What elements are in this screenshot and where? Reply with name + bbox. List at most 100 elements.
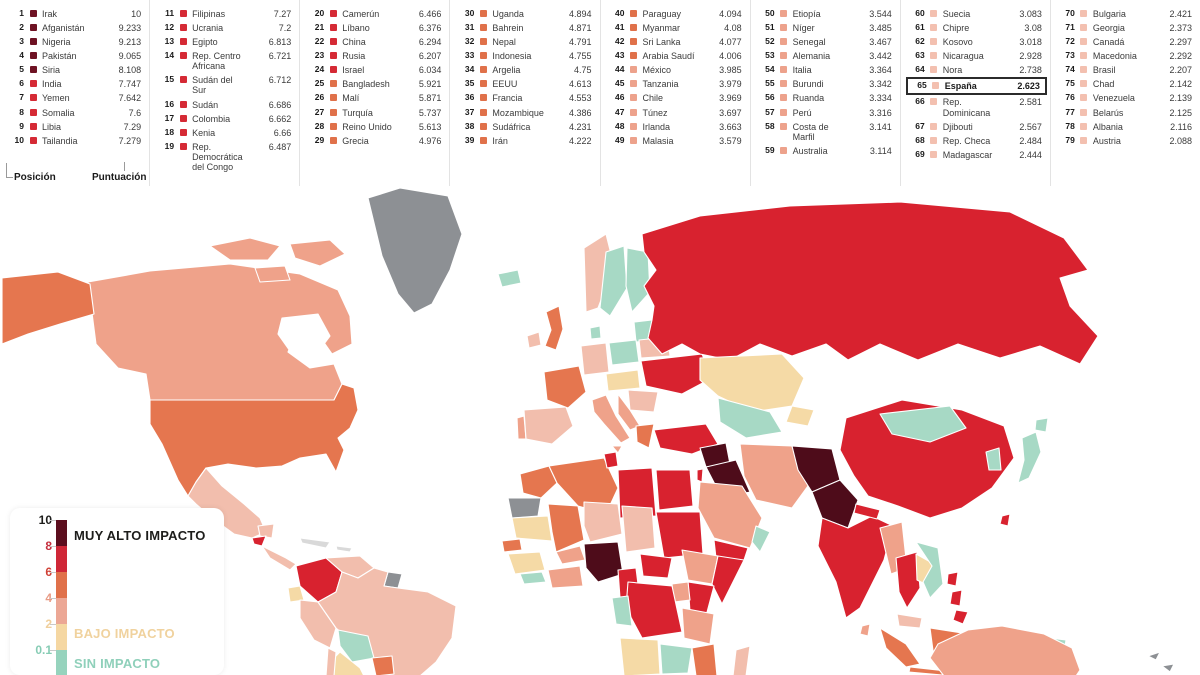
rank-row: 21 Líbano 6.376: [310, 21, 442, 35]
rank-number: 3: [19, 36, 24, 47]
rank-number: 5: [19, 64, 24, 75]
rank-row: 54 Italia 3.364: [761, 63, 892, 77]
rank-row: 79 Austria 2.088: [1061, 134, 1192, 148]
score-value: 4.231: [568, 121, 592, 132]
poland: [608, 339, 640, 366]
country-niger: [583, 501, 623, 543]
rank-number: 36: [464, 92, 475, 103]
rank-number: 39: [464, 134, 475, 145]
score-value: 3.018: [1019, 37, 1042, 48]
country-tanzania: [681, 607, 715, 645]
impact-swatch: [329, 136, 337, 144]
legend-tick-2: 2: [45, 617, 52, 631]
cuba: [299, 537, 331, 549]
score-value: 4.553: [568, 93, 592, 104]
rank-number: 23: [314, 50, 325, 61]
score-value: 4.894: [568, 9, 592, 19]
country-name: Afganistán: [42, 23, 85, 34]
country-name: Sudán del Sur: [192, 75, 233, 96]
score-value: 7.6: [128, 107, 142, 118]
country-srilanka: [859, 623, 871, 637]
country-name: Bulgaria: [1092, 9, 1126, 19]
rank-row: 29 Grecia 4.976: [310, 134, 442, 148]
rank-row: 63 Nicaragua 2.928: [911, 49, 1042, 63]
impact-swatch: [179, 10, 187, 17]
score-value: 3.697: [719, 107, 742, 118]
rank-row: 13 Egipto 6.813: [160, 35, 292, 49]
rank-number: 40: [615, 8, 625, 18]
rank-row: 74 Brasil 2.207: [1061, 63, 1192, 77]
country-madagascar: [732, 645, 751, 675]
rank-row: 46 Chile 3.969: [611, 91, 742, 105]
score-value: 6.686: [268, 99, 292, 110]
country-name: Suecia: [942, 9, 971, 19]
impact-swatch: [329, 94, 337, 102]
country-name: Chile: [642, 93, 664, 104]
impact-swatch: [1080, 122, 1088, 130]
rank-number: 4: [19, 50, 24, 61]
rank-row: 16 Sudán 6.686: [160, 98, 292, 112]
impact-swatch: [780, 10, 788, 17]
country-name: Irlanda: [642, 121, 671, 132]
rank-number: 75: [1065, 78, 1075, 89]
rank-number: 59: [765, 144, 775, 155]
balkans: [617, 393, 641, 431]
rank-row: 48 Irlanda 3.663: [611, 120, 742, 134]
country-name: Canadá: [1092, 37, 1125, 48]
impact-swatch: [29, 80, 37, 88]
rank-number: 44: [615, 64, 625, 75]
rank-number: 45: [615, 78, 625, 89]
country-tunisia: [603, 451, 619, 469]
impact-swatch: [1080, 52, 1088, 60]
impact-swatch: [329, 122, 337, 130]
country-name: Rep. Dominicana: [942, 97, 991, 118]
impact-swatch: [930, 122, 938, 130]
impact-swatch: [930, 66, 938, 74]
country-name: Colombia: [192, 113, 231, 124]
impact-swatch: [479, 52, 487, 60]
impact-swatch: [780, 52, 788, 60]
impact-swatch: [179, 38, 187, 46]
rank-number: 73: [1065, 50, 1075, 61]
score-value: 6.712: [268, 75, 292, 86]
rank-number: 41: [615, 22, 625, 33]
country-name: Bahrein: [492, 23, 524, 34]
impact-swatch: [930, 136, 938, 144]
new-zealand: [1147, 651, 1175, 673]
impact-swatch: [479, 10, 487, 17]
rank-row: 36 Francia 4.553: [460, 91, 592, 105]
world-map: [1, 187, 1175, 675]
country-alaska: [1, 271, 95, 345]
score-value: 2.738: [1019, 65, 1042, 76]
score-value: 2.116: [1170, 121, 1192, 132]
morocco: [519, 465, 558, 499]
score-value: 3.364: [869, 65, 892, 76]
country-name: China: [342, 37, 366, 48]
impact-swatch: [630, 108, 637, 116]
legend-segment: [56, 650, 67, 675]
legend-segment: [56, 546, 67, 572]
score-value: 9.233: [118, 23, 142, 34]
rank-number: 52: [765, 36, 775, 47]
country-israel: [696, 468, 704, 483]
country-name: Italia: [792, 65, 812, 76]
rank-row: 17 Colombia 6.662: [160, 112, 292, 126]
country-name: Turquía: [342, 107, 373, 118]
rank-number: 65: [917, 80, 927, 91]
country-name: Egipto: [192, 37, 218, 48]
impact-swatch: [179, 142, 187, 150]
country-china: [839, 399, 1015, 519]
rank-row: 50 Etiopía 3.544: [761, 7, 892, 21]
rank-row: 20 Camerún 6.466: [310, 7, 442, 21]
legend-tick-line: [50, 650, 56, 651]
rank-number: 70: [1065, 8, 1075, 18]
rank-row: 52 Senegal 3.467: [761, 35, 892, 49]
country-malaysia: [896, 613, 923, 629]
gulf-coast-states: [519, 571, 547, 585]
legend-tick-10: 10: [38, 513, 52, 527]
country-mali: [547, 503, 585, 553]
country-name: Pakistán: [42, 51, 77, 62]
legend-tick-line: [50, 520, 56, 521]
impact-swatch: [479, 108, 487, 116]
impact-swatch: [29, 24, 37, 32]
